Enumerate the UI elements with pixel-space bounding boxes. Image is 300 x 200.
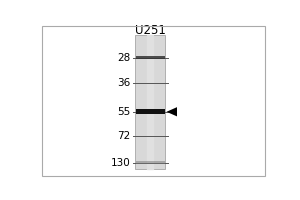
Text: 36: 36 — [117, 78, 130, 88]
FancyBboxPatch shape — [136, 161, 165, 164]
FancyBboxPatch shape — [136, 109, 165, 114]
FancyBboxPatch shape — [135, 35, 165, 169]
Text: 72: 72 — [117, 131, 130, 141]
Polygon shape — [167, 107, 177, 116]
FancyBboxPatch shape — [136, 56, 165, 59]
Text: U251: U251 — [135, 24, 166, 37]
Text: 130: 130 — [111, 158, 130, 168]
Text: 55: 55 — [117, 107, 130, 117]
Text: 28: 28 — [117, 53, 130, 63]
